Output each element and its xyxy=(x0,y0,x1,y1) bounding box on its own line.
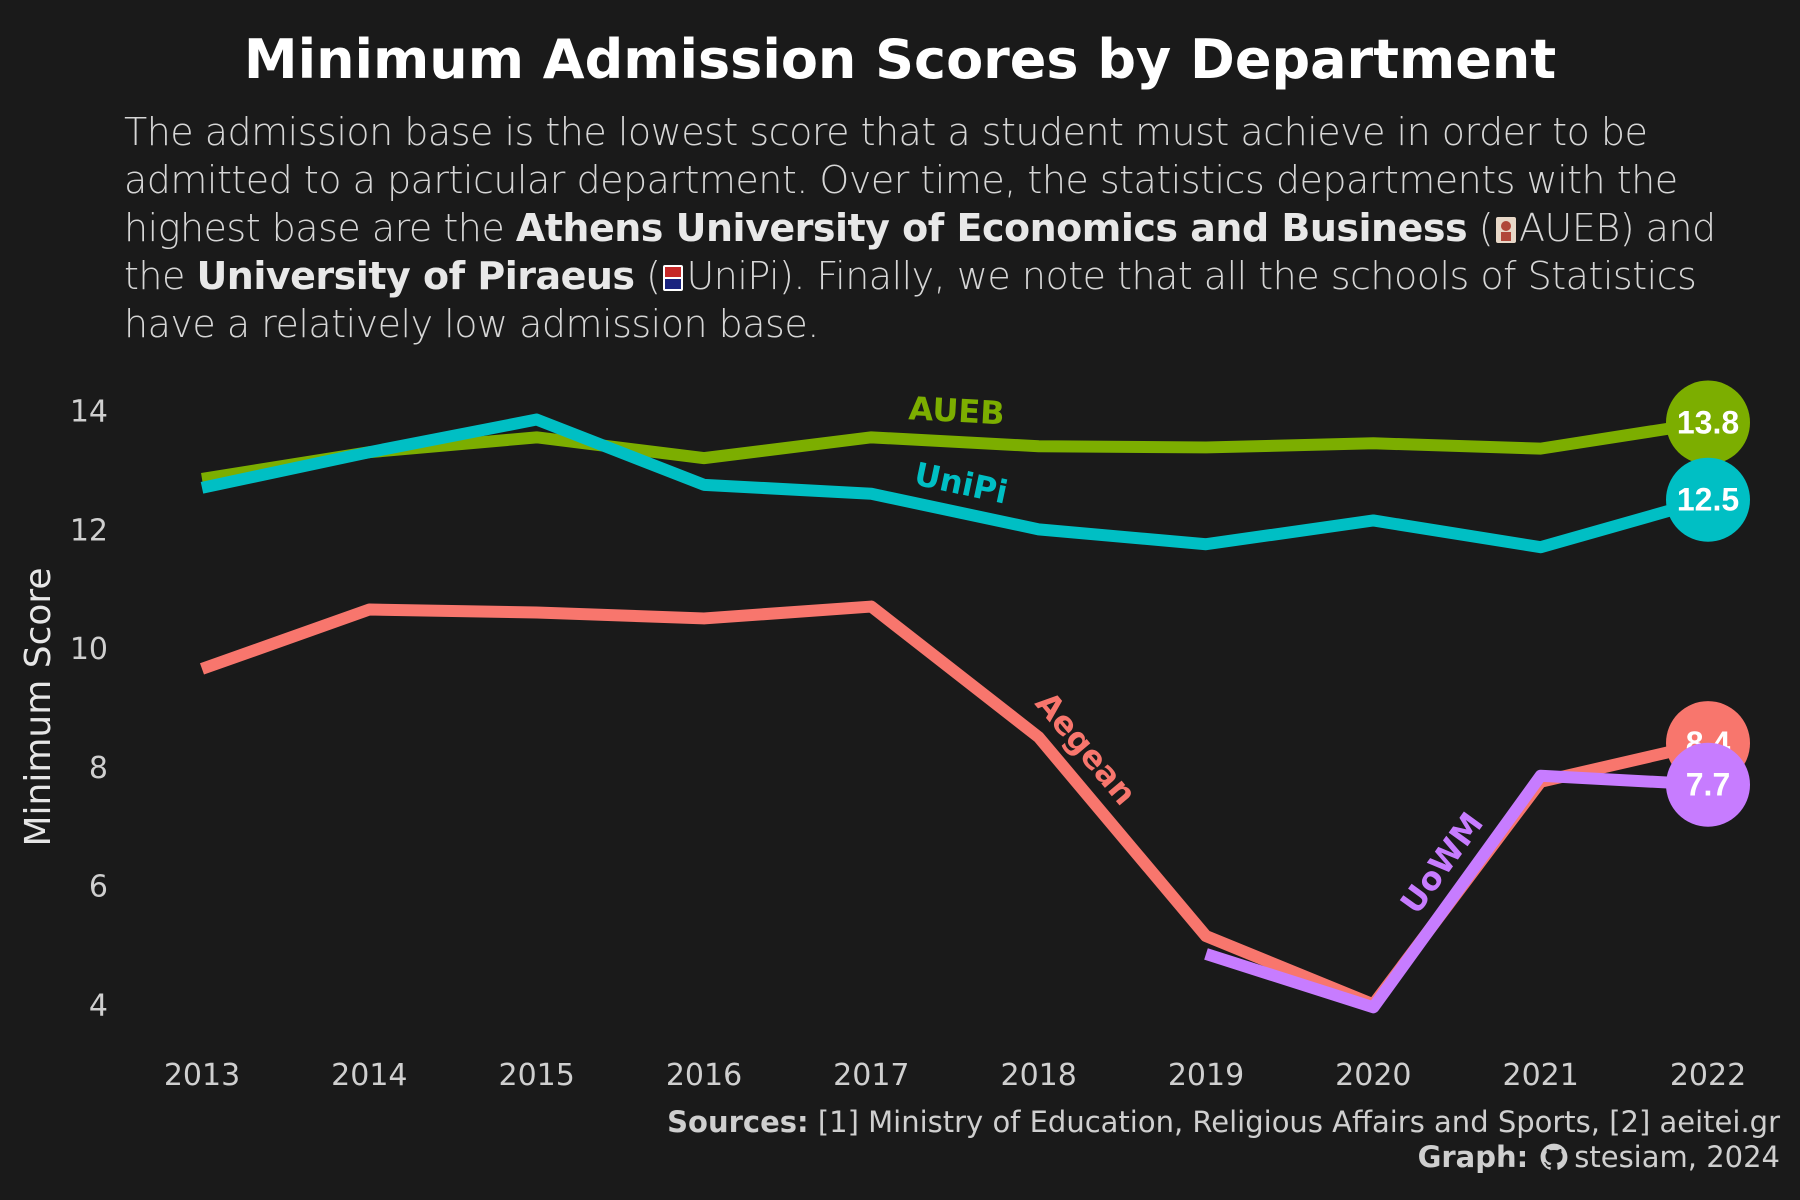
y-tick-label: 12 xyxy=(70,513,108,548)
chart-title: Minimum Admission Scores by Department xyxy=(243,28,1557,91)
sources-text: [1] Ministry of Education, Religious Aff… xyxy=(808,1105,1780,1139)
y-axis-label: Minimum Score xyxy=(18,567,59,846)
x-tick-label: 2022 xyxy=(1670,1058,1746,1093)
end-marker-uowm xyxy=(1666,742,1750,827)
x-tick-label: 2014 xyxy=(331,1058,407,1093)
series-label-aueb: AUEB xyxy=(908,389,1006,432)
subtitle-text-5: UniPi). Finally, we note that all the sc… xyxy=(124,254,1697,346)
unipi-logo-icon xyxy=(663,265,684,291)
x-tick-label: 2018 xyxy=(1000,1058,1076,1093)
series-line-uowm xyxy=(1204,769,1709,1014)
graph-text: stesiam, 2024 xyxy=(1574,1140,1780,1174)
x-axis: 2013 2014 2015 2016 2017 2018 2019 2020 2021 2022 xyxy=(164,1058,1746,1093)
auer-logo-icon xyxy=(1496,217,1517,243)
x-tick-label: 2013 xyxy=(164,1058,240,1093)
end-value-aueb: 13.8 xyxy=(1677,405,1739,441)
sources-label: Sources: xyxy=(667,1105,809,1139)
end-marker-unipi xyxy=(1666,457,1750,542)
x-tick-label: 2015 xyxy=(498,1058,574,1093)
github-icon xyxy=(1540,1143,1568,1170)
series-line-aueb xyxy=(201,416,1709,485)
caption: Sources: [1] Ministry of Education, Reli… xyxy=(667,1105,1780,1175)
subtitle-text-2: ( xyxy=(1467,206,1494,250)
end-value-uowm: 7.7 xyxy=(1686,767,1730,803)
subtitle-bold-unipi: University of Piraeus xyxy=(196,254,635,298)
x-tick-label: 2019 xyxy=(1168,1058,1244,1093)
x-tick-label: 2016 xyxy=(666,1058,742,1093)
series-line-unipi xyxy=(200,413,1710,554)
x-tick-label: 2020 xyxy=(1335,1058,1411,1093)
x-tick-label: 2021 xyxy=(1502,1058,1578,1093)
graph-label: Graph: xyxy=(1417,1140,1529,1174)
series-line-aegean xyxy=(199,600,1710,1011)
y-tick-label: 6 xyxy=(89,870,108,905)
series-lines xyxy=(199,413,1710,1014)
end-markers: 13.812.58.47.7 xyxy=(1666,380,1750,827)
graph-line: Graph: stesiam, 2024 xyxy=(667,1140,1780,1175)
y-axis: 4 6 8 10 12 14 xyxy=(70,395,108,1024)
y-tick-label: 14 xyxy=(70,395,108,430)
y-tick-label: 8 xyxy=(89,751,108,786)
y-tick-label: 4 xyxy=(89,988,108,1023)
end-marker-aueb xyxy=(1666,380,1750,465)
end-value-unipi: 12.5 xyxy=(1677,482,1739,518)
subtitle-bold-auer: Athens University of Economics and Busin… xyxy=(515,206,1468,250)
y-tick-label: 10 xyxy=(70,632,108,667)
subtitle-text-1: The admission base is the lowest score t… xyxy=(124,110,1678,250)
x-tick-label: 2017 xyxy=(833,1058,909,1093)
sources-line: Sources: [1] Ministry of Education, Reli… xyxy=(667,1105,1780,1140)
chart-subtitle: The admission base is the lowest score t… xyxy=(124,108,1784,348)
subtitle-text-4: ( xyxy=(634,254,661,298)
subtitle-text-3: AUEB) and the xyxy=(124,206,1716,298)
